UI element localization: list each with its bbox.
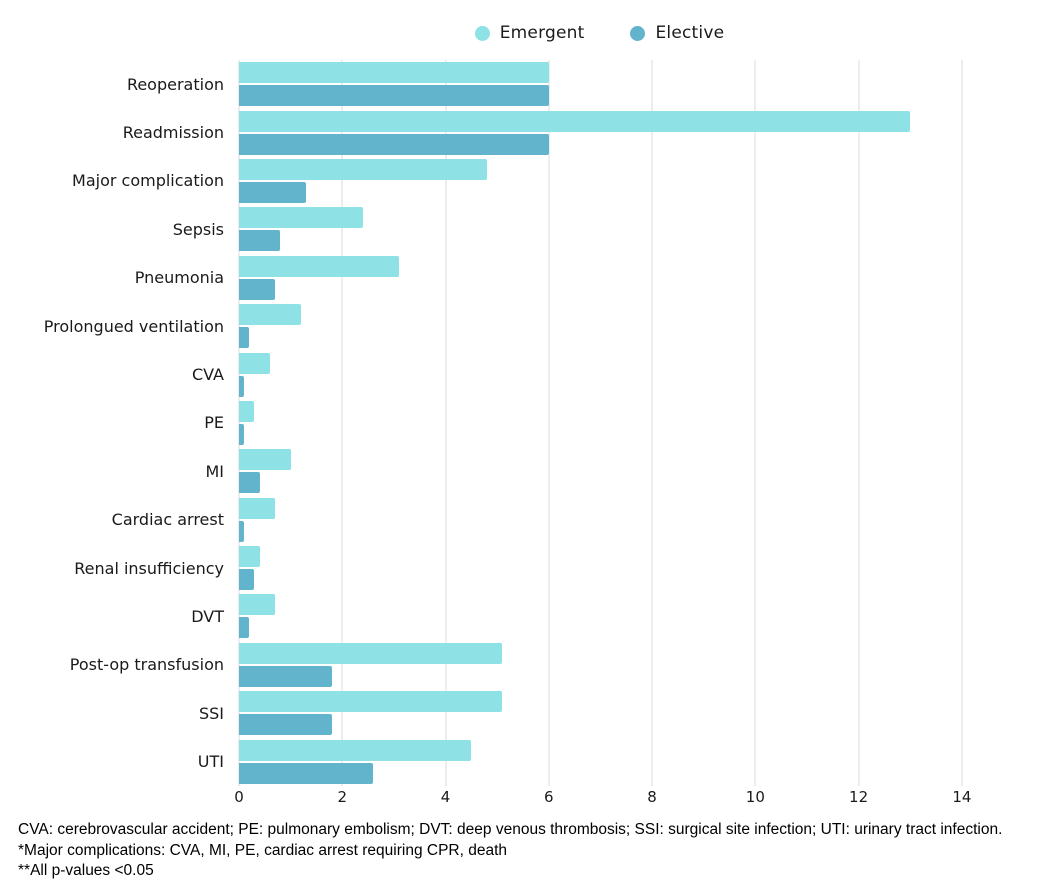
bar-elective-reoperation <box>239 85 549 107</box>
bar-elective-ssi <box>239 714 332 736</box>
bar-emergent-pneumonia <box>239 255 400 277</box>
bar-group-dvt <box>239 592 1029 640</box>
bar-emergent-dvt <box>239 594 276 616</box>
bar-group-pneumonia <box>239 254 1029 302</box>
x-tick-label: 12 <box>849 788 869 806</box>
bar-group-post-op-transfusion <box>239 641 1029 689</box>
x-tick-label: 8 <box>647 788 657 806</box>
x-tick-label: 6 <box>544 788 554 806</box>
legend: Emergent Elective <box>239 20 960 46</box>
x-tick-label: 4 <box>440 788 451 806</box>
category-label-major-complication: Major complication <box>72 171 224 191</box>
bar-elective-major-complication <box>239 181 307 203</box>
category-label-sepsis: Sepsis <box>172 219 224 239</box>
category-label-ssi: SSI <box>198 703 224 723</box>
bar-emergent-uti <box>239 739 472 761</box>
legend-dot-elective-icon <box>630 25 646 41</box>
footnotes: CVA: cerebrovascular accident; PE: pulmo… <box>18 820 1040 882</box>
category-label-readmission: Readmission <box>122 123 224 143</box>
legend-label-elective: Elective <box>655 23 725 43</box>
category-label-mi: MI <box>205 461 224 481</box>
x-tick-label: 0 <box>234 788 244 806</box>
bar-group-cva <box>239 350 1029 398</box>
bar-elective-prolongued-ventilation <box>239 327 250 349</box>
bar-elective-readmission <box>239 133 549 155</box>
gridline <box>857 60 860 786</box>
bar-chart: Reoperation Readmission Major complication… <box>0 60 1040 812</box>
bar-group-sepsis <box>239 205 1029 253</box>
bar-emergent-cardiac-arrest <box>239 497 276 519</box>
gridline <box>341 60 344 786</box>
category-labels: Reoperation Readmission Major complication… <box>0 60 239 786</box>
legend-item-elective: Elective <box>630 23 724 43</box>
category-label-renal-insufficiency: Renal insufficiency <box>74 558 224 578</box>
bar-emergent-pe <box>239 400 255 422</box>
legend-item-emergent: Emergent <box>474 23 585 43</box>
category-label-cardiac-arrest: Cardiac arrest <box>111 510 224 530</box>
bar-emergent-cva <box>239 352 270 374</box>
category-label-cva: CVA <box>191 365 224 385</box>
category-label-uti: UTI <box>197 752 224 772</box>
category-label-prolongued-ventilation: Prolongued ventilation <box>43 316 224 336</box>
bar-elective-cva <box>239 375 245 397</box>
bar-elective-mi <box>239 472 260 494</box>
bar-group-reoperation <box>239 60 1029 108</box>
bar-elective-pe <box>239 423 245 445</box>
category-label-dvt: DVT <box>191 606 224 626</box>
x-axis: 0 2 4 6 8 10 12 14 <box>234 788 1029 812</box>
footnote-p-values: **All p-values <0.05 <box>18 862 154 879</box>
x-tick-label: 14 <box>952 788 972 806</box>
bar-group-mi <box>239 447 1029 495</box>
plot-wrap: 0 2 4 6 8 10 12 14 <box>234 60 1040 812</box>
gridline <box>651 60 654 786</box>
gridline <box>960 60 963 786</box>
bar-emergent-post-op-transfusion <box>239 642 503 664</box>
category-label-pneumonia: Pneumonia <box>134 268 224 288</box>
plot-area <box>238 60 1029 786</box>
gridline <box>547 60 550 786</box>
gridline <box>444 60 447 786</box>
legend-dot-emergent-icon <box>474 25 490 41</box>
category-label-post-op-transfusion: Post-op transfusion <box>69 655 224 675</box>
gridline <box>238 60 240 786</box>
bar-elective-dvt <box>239 617 250 639</box>
x-tick-label: 2 <box>337 788 348 806</box>
bar-group-pe <box>239 399 1029 447</box>
bar-emergent-ssi <box>239 691 503 713</box>
bar-group-major-complication <box>239 157 1029 205</box>
x-tick-label: 10 <box>745 788 765 806</box>
bar-elective-pneumonia <box>239 278 276 300</box>
bar-elective-sepsis <box>239 230 281 252</box>
bar-group-uti <box>239 737 1029 785</box>
bar-emergent-mi <box>239 449 291 471</box>
bar-emergent-reoperation <box>239 62 549 84</box>
category-label-reoperation: Reoperation <box>126 74 224 94</box>
bar-elective-cardiac-arrest <box>239 520 245 542</box>
bar-emergent-renal-insufficiency <box>239 546 260 568</box>
bar-emergent-major-complication <box>239 158 487 180</box>
bar-group-readmission <box>239 108 1029 156</box>
bar-elective-post-op-transfusion <box>239 665 332 687</box>
bar-group-cardiac-arrest <box>239 496 1029 544</box>
bar-emergent-prolongued-ventilation <box>239 304 301 326</box>
footnote-major-complications: *Major complications: CVA, MI, PE, cardi… <box>18 841 508 859</box>
gridline <box>754 60 757 786</box>
legend-label-emergent: Emergent <box>499 23 585 43</box>
category-label-pe: PE <box>204 413 224 433</box>
bar-group-ssi <box>239 689 1029 737</box>
bar-elective-uti <box>239 762 374 784</box>
bar-elective-renal-insufficiency <box>239 569 255 591</box>
bar-group-prolongued-ventilation <box>239 302 1029 350</box>
bar-emergent-readmission <box>239 110 911 132</box>
footnote-abbreviations: CVA: cerebrovascular accident; PE: pulmo… <box>18 821 1003 838</box>
bar-group-renal-insufficiency <box>239 544 1029 592</box>
bar-emergent-sepsis <box>239 207 363 229</box>
